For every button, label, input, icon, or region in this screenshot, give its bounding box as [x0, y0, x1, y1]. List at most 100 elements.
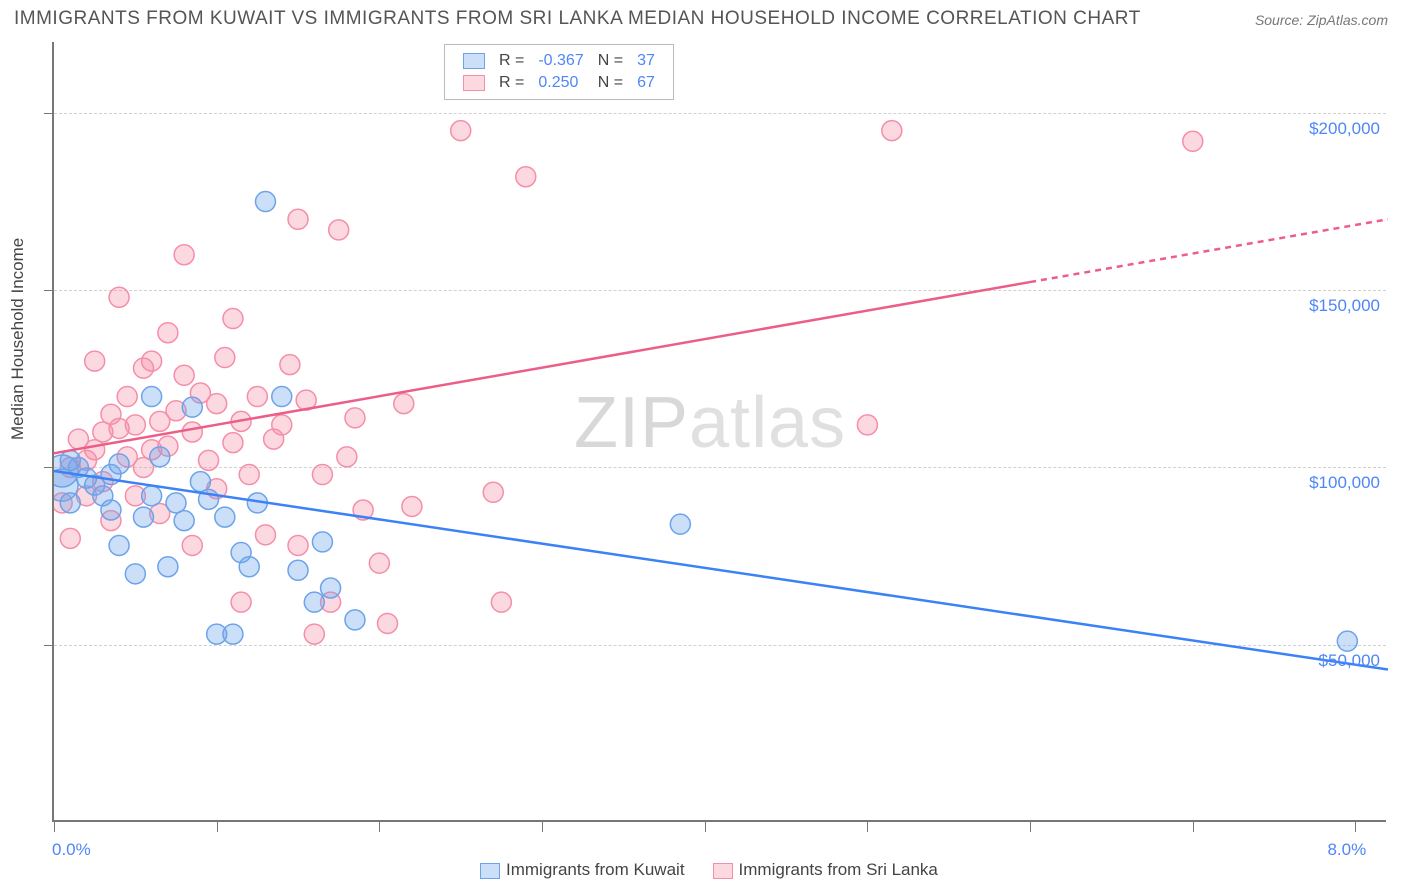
scatter-point-kuwait: [60, 493, 80, 513]
scatter-point-srilanka: [483, 482, 503, 502]
y-tick-label: $150,000: [1309, 296, 1380, 316]
scatter-point-kuwait: [312, 532, 332, 552]
trend-line-srilanka-dashed: [1030, 219, 1388, 282]
scatter-point-srilanka: [223, 433, 243, 453]
chart-title: IMMIGRANTS FROM KUWAIT VS IMMIGRANTS FRO…: [14, 8, 1141, 30]
x-tick: [1355, 822, 1356, 832]
legend-n-value: 67: [631, 73, 661, 93]
legend-r-label: R =: [493, 51, 530, 71]
scatter-point-kuwait: [133, 507, 153, 527]
chart-container: IMMIGRANTS FROM KUWAIT VS IMMIGRANTS FRO…: [0, 0, 1406, 892]
scatter-point-kuwait: [272, 387, 292, 407]
legend-r-value: -0.367: [532, 51, 589, 71]
scatter-point-srilanka: [1183, 131, 1203, 151]
scatter-point-kuwait: [255, 192, 275, 212]
scatter-point-kuwait: [345, 610, 365, 630]
trend-line-srilanka: [54, 282, 1030, 453]
legend-n-label: N =: [592, 51, 629, 71]
scatter-point-kuwait: [670, 514, 690, 534]
scatter-point-kuwait: [223, 624, 243, 644]
scatter-point-srilanka: [231, 592, 251, 612]
legend-n-label: N =: [592, 73, 629, 93]
legend-correlation: R =-0.367N =37R = 0.250N =67: [444, 44, 674, 100]
x-tick: [542, 822, 543, 832]
y-tick-label: $200,000: [1309, 119, 1380, 139]
legend-series: Immigrants from Kuwait Immigrants from Sr…: [480, 860, 966, 880]
scatter-point-kuwait: [321, 578, 341, 598]
scatter-point-srilanka: [304, 624, 324, 644]
scatter-point-srilanka: [337, 447, 357, 467]
scatter-point-srilanka: [369, 553, 389, 573]
scatter-point-kuwait: [125, 564, 145, 584]
y-tick: [44, 290, 54, 291]
scatter-point-srilanka: [857, 415, 877, 435]
scatter-point-srilanka: [272, 415, 292, 435]
scatter-point-srilanka: [85, 351, 105, 371]
legend-item-kuwait: Immigrants from Kuwait: [480, 860, 685, 879]
scatter-point-srilanka: [255, 525, 275, 545]
x-tick-label: 8.0%: [1327, 840, 1366, 860]
scatter-point-srilanka: [239, 465, 259, 485]
scatter-point-srilanka: [451, 121, 471, 141]
scatter-point-kuwait: [166, 493, 186, 513]
y-axis-label: Median Household Income: [8, 238, 28, 440]
scatter-point-srilanka: [109, 287, 129, 307]
scatter-point-srilanka: [142, 351, 162, 371]
x-tick: [1193, 822, 1194, 832]
scatter-point-kuwait: [182, 397, 202, 417]
scatter-point-kuwait: [142, 486, 162, 506]
scatter-point-srilanka: [199, 450, 219, 470]
scatter-point-srilanka: [329, 220, 349, 240]
scatter-point-srilanka: [378, 613, 398, 633]
x-tick: [217, 822, 218, 832]
legend-n-value: 37: [631, 51, 661, 71]
scatter-point-kuwait: [101, 500, 121, 520]
x-tick: [705, 822, 706, 832]
scatter-point-kuwait: [190, 472, 210, 492]
scatter-point-kuwait: [239, 557, 259, 577]
x-tick: [379, 822, 380, 832]
y-tick-label: $50,000: [1319, 651, 1380, 671]
legend-swatch-kuwait: [463, 53, 485, 69]
legend-swatch-kuwait: [480, 863, 500, 879]
legend-r-value: 0.250: [532, 73, 589, 93]
scatter-point-kuwait: [158, 557, 178, 577]
scatter-point-kuwait: [150, 447, 170, 467]
x-tick: [867, 822, 868, 832]
scatter-point-kuwait: [174, 511, 194, 531]
scatter-point-srilanka: [394, 394, 414, 414]
y-tick: [44, 645, 54, 646]
scatter-point-kuwait: [109, 535, 129, 555]
x-tick: [1030, 822, 1031, 832]
x-tick-label: 0.0%: [52, 840, 91, 860]
scatter-point-srilanka: [174, 245, 194, 265]
scatter-point-srilanka: [158, 323, 178, 343]
scatter-point-srilanka: [402, 496, 422, 516]
legend-label: Immigrants from Sri Lanka: [739, 860, 938, 879]
scatter-point-srilanka: [288, 535, 308, 555]
scatter-point-srilanka: [60, 528, 80, 548]
scatter-point-kuwait: [142, 387, 162, 407]
scatter-point-srilanka: [345, 408, 365, 428]
scatter-point-srilanka: [312, 465, 332, 485]
scatter-point-srilanka: [207, 394, 227, 414]
legend-item-srilanka: Immigrants from Sri Lanka: [713, 860, 938, 879]
scatter-point-srilanka: [174, 365, 194, 385]
legend-swatch-srilanka: [713, 863, 733, 879]
scatter-point-srilanka: [117, 387, 137, 407]
scatter-point-srilanka: [85, 440, 105, 460]
scatter-point-srilanka: [280, 355, 300, 375]
y-tick: [44, 467, 54, 468]
scatter-point-srilanka: [491, 592, 511, 612]
plot-area: ZIPatlas R =-0.367N =37R = 0.250N =67 $5…: [52, 42, 1386, 822]
scatter-point-kuwait: [1337, 631, 1357, 651]
scatter-point-kuwait: [288, 560, 308, 580]
scatter-point-srilanka: [223, 309, 243, 329]
y-tick: [44, 113, 54, 114]
source-label: Source: ZipAtlas.com: [1255, 12, 1388, 28]
scatter-point-srilanka: [247, 387, 267, 407]
x-tick: [54, 822, 55, 832]
scatter-point-srilanka: [882, 121, 902, 141]
scatter-point-srilanka: [125, 415, 145, 435]
scatter-point-srilanka: [516, 167, 536, 187]
